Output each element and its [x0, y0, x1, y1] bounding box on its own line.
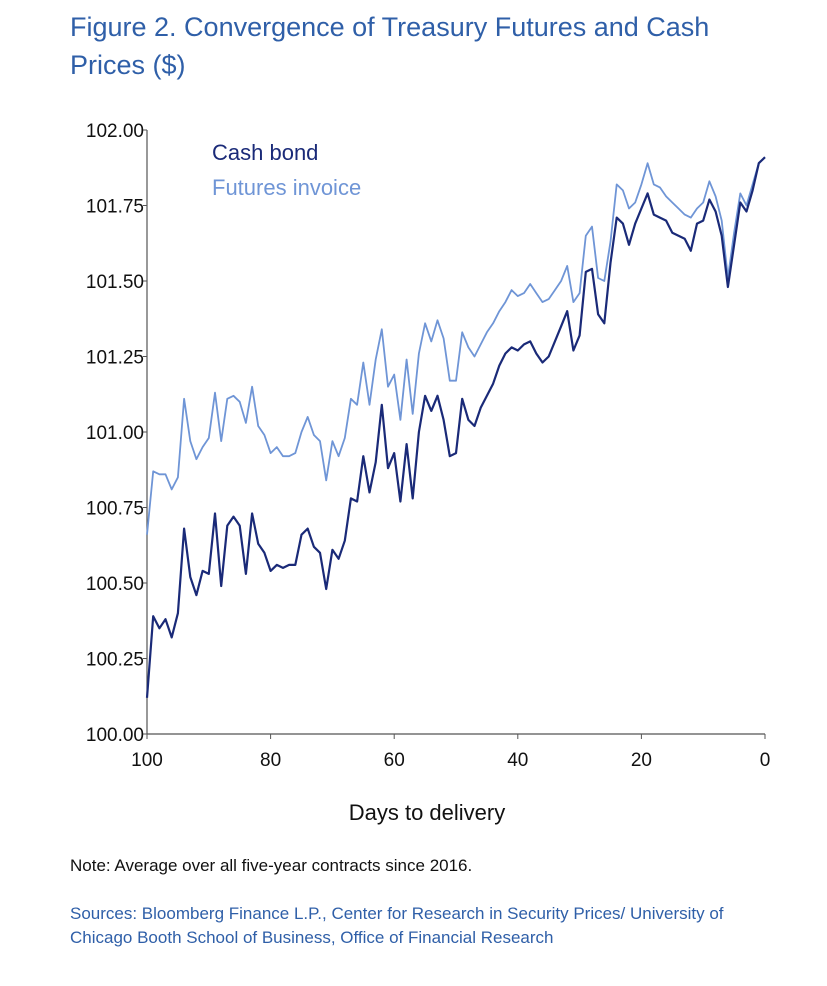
- series-line-futures: [146, 156, 766, 535]
- figure-note: Note: Average over all five-year contrac…: [70, 856, 473, 875]
- chart: 100.00 100.25 100.50 100.75 101.00 101.25 101.…: [86, 121, 770, 825]
- y-tick-label: 101.00: [86, 423, 144, 444]
- y-tick-label: 100.25: [86, 650, 144, 671]
- x-tick-label: 80: [260, 750, 281, 771]
- y-tick-label: 100.00: [86, 725, 144, 746]
- y-tick-label: 101.25: [86, 348, 144, 369]
- y-tick-label: 102.00: [86, 121, 144, 142]
- y-tick-label: 100.75: [86, 499, 144, 520]
- x-tick-label: 0: [760, 750, 771, 771]
- series-layer: [145, 156, 766, 698]
- figure-sources: Sources: Bloomberg Finance L.P., Center …: [70, 904, 724, 947]
- series-line-cash: [145, 156, 766, 698]
- figure-title: Figure 2. Convergence of Treasury Future…: [70, 12, 710, 80]
- axes: 100.00 100.25 100.50 100.75 101.00 101.25 101.…: [86, 121, 770, 771]
- legend-futures-invoice: Futures invoice: [212, 175, 361, 200]
- y-tick-label: 101.75: [86, 197, 144, 218]
- x-tick-label: 100: [131, 750, 163, 771]
- x-tick-label: 40: [507, 750, 528, 771]
- legend-cash-bond: Cash bond: [212, 140, 318, 165]
- y-tick-label: 101.50: [86, 272, 144, 293]
- x-tick-label: 20: [631, 750, 652, 771]
- y-tick-label: 100.50: [86, 574, 144, 595]
- x-axis-title: Days to delivery: [349, 800, 506, 825]
- legend: Cash bond Futures invoice: [212, 140, 361, 200]
- x-tick-label: 60: [384, 750, 405, 771]
